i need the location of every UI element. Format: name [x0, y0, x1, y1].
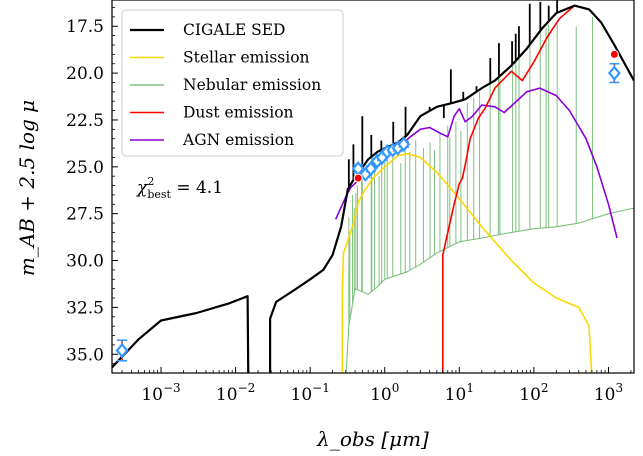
x-tick-label: 100 [370, 381, 399, 405]
nebular-emission-series [345, 16, 634, 373]
y-tick-label: 25.0 [66, 158, 104, 178]
observation-point [115, 339, 129, 362]
x-axis-label: λ_obs [μm] [316, 427, 429, 451]
chi2-sup: 2 [147, 175, 154, 188]
y-tick-label: 17.5 [66, 17, 104, 37]
x-tick-label: 10−1 [291, 381, 330, 405]
observation-point [364, 160, 378, 177]
legend-label-stellar-emission: Stellar emission [183, 49, 310, 67]
ticks-layer: 10−3 10−2 10−1 100 101 102 103 17.5 20.0 22.5 25.0… [66, 7, 632, 405]
legend: CIGALE SED Stellar emission Nebular emissi… [121, 9, 344, 157]
y-tick-label: 20.0 [66, 64, 104, 84]
points-layer [115, 49, 621, 362]
observation-point [607, 62, 621, 84]
y-tick-label: 32.5 [66, 298, 104, 318]
observation-marker [607, 65, 621, 81]
x-tick-label: 10−3 [141, 381, 180, 405]
legend-label-nebular-emission: Nebular emission [183, 76, 321, 94]
legend-label-dust-emission: Dust emission [183, 104, 294, 122]
chi2-value: = 4.1 [171, 178, 223, 198]
y-tick-label: 30.0 [66, 252, 104, 272]
model-flux-point [353, 173, 363, 183]
series-layer [112, 0, 634, 373]
nebular-emission-line [345, 207, 634, 373]
chi2-symbol: χ [136, 178, 149, 198]
cigale-sed-series [112, 0, 634, 373]
observation-marker [364, 160, 378, 177]
y-axis-label: m_AB + 2.5 log μ [15, 100, 39, 276]
cigale-sed-line [112, 4, 634, 373]
y-tick-label: 35.0 [66, 345, 104, 365]
model-flux-point [609, 49, 619, 59]
x-tick-label: 101 [445, 381, 474, 405]
observation-marker [397, 136, 411, 153]
observation-marker [115, 342, 129, 359]
chi2-sub: best [147, 188, 171, 201]
x-tick-label: 10−2 [216, 381, 255, 405]
y-tick-label: 27.5 [66, 205, 104, 225]
x-tick-label: 103 [594, 381, 623, 405]
stellar-emission-line [341, 152, 593, 373]
observation-point [397, 136, 411, 153]
legend-label-cigale-sed: CIGALE SED [183, 21, 285, 39]
legend-label-agn-emission: AGN emission [182, 131, 294, 149]
legend-box [121, 9, 344, 157]
y-tick-label: 22.5 [66, 111, 104, 131]
stellar-emission-series [341, 152, 593, 373]
x-tick-label: 102 [519, 381, 548, 405]
chi2-annotation: χ2 best = 4.1 [136, 175, 223, 201]
